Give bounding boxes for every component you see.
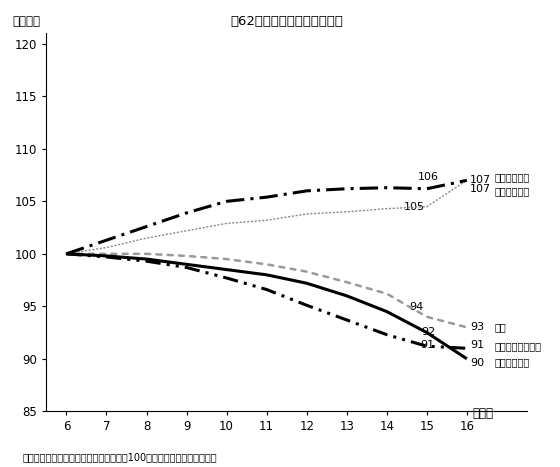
Text: 消防関係職員: 消防関係職員 xyxy=(495,172,530,182)
Text: 105: 105 xyxy=(404,202,425,212)
Text: 107: 107 xyxy=(470,184,491,194)
Text: 総計: 総計 xyxy=(495,322,507,333)
Text: 94: 94 xyxy=(410,302,424,311)
Text: （指数）: （指数） xyxy=(13,15,41,28)
Text: 一般行政関係職員: 一般行政関係職員 xyxy=(495,341,542,351)
Text: 92: 92 xyxy=(422,327,436,337)
Text: 107: 107 xyxy=(470,175,491,185)
Text: 教育関係職員: 教育関係職員 xyxy=(495,357,530,367)
Text: （年）: （年） xyxy=(473,407,494,420)
Text: 91: 91 xyxy=(470,340,484,350)
Text: 90: 90 xyxy=(470,358,484,368)
Text: 警察関係職員: 警察関係職員 xyxy=(495,186,530,196)
Text: 91: 91 xyxy=(420,340,434,350)
Title: 第62図　地方公務員数の推移: 第62図 地方公務員数の推移 xyxy=(230,15,343,28)
Text: （注）　平成６年４月１日現在の人数を100とした場合の指数である。: （注） 平成６年４月１日現在の人数を100とした場合の指数である。 xyxy=(22,453,217,462)
Text: 93: 93 xyxy=(470,322,484,333)
Text: 106: 106 xyxy=(418,172,440,183)
